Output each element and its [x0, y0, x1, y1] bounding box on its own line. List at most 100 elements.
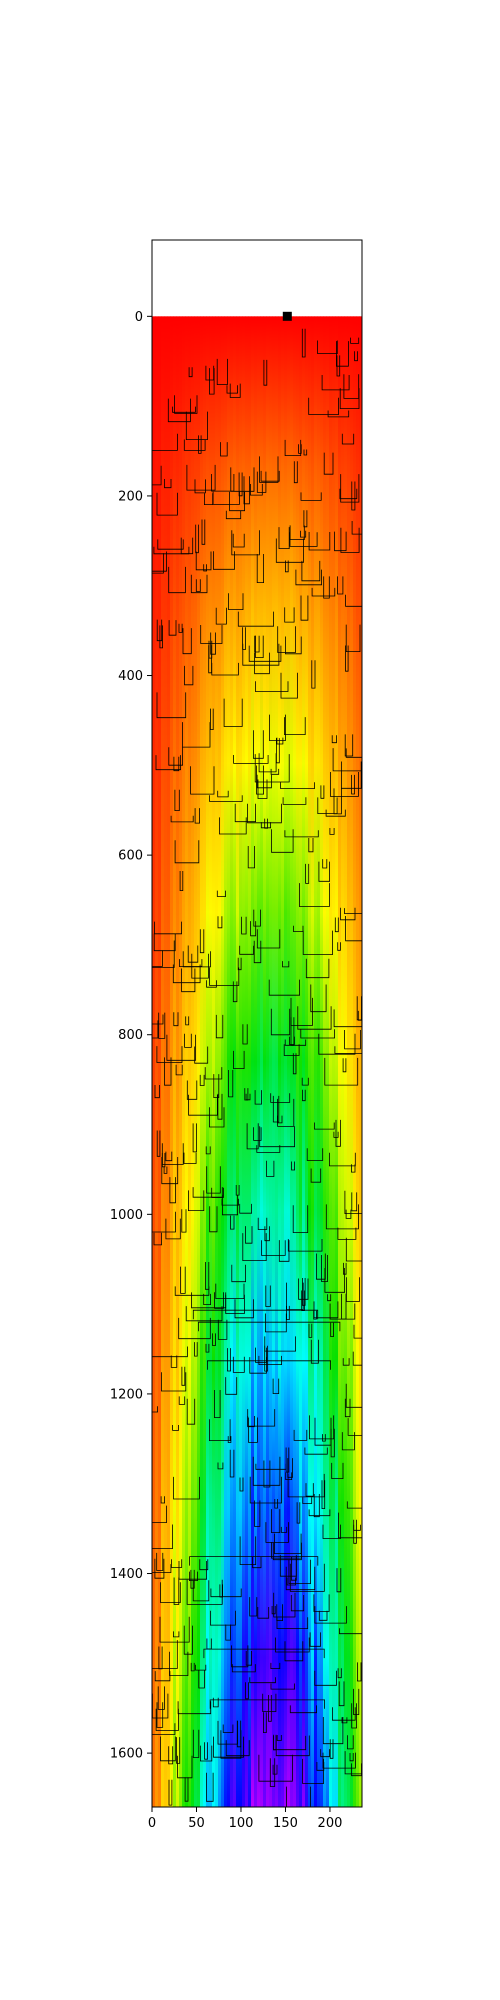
tree-bracket [329, 1739, 334, 1759]
tree-bracket [324, 1057, 359, 1086]
tree-bracket [265, 1522, 289, 1543]
marker-layer [282, 311, 292, 321]
tree-bracket [192, 1729, 200, 1758]
tree-bracket [174, 1286, 210, 1296]
heatmap-column [227, 316, 231, 1807]
tree-bracket [156, 1046, 183, 1063]
tree-bracket [185, 1016, 190, 1026]
tree-bracket [213, 1074, 220, 1098]
tree-bracket [230, 1215, 235, 1230]
tree-bracket [304, 1447, 328, 1455]
tree-bracket [158, 1646, 163, 1670]
tree-bracket [345, 645, 349, 672]
tree-bracket [181, 1366, 186, 1386]
tree-bracket [199, 929, 205, 954]
heatmap-column [272, 316, 276, 1807]
tree-bracket [174, 840, 200, 864]
tree-bracket [217, 790, 229, 798]
tree-bracket [194, 808, 200, 824]
tree-bracket [204, 1067, 223, 1080]
tree-bracket [345, 1383, 362, 1408]
heatmap-column [176, 316, 180, 1807]
tree-bracket [157, 539, 184, 550]
tree-bracket [323, 576, 330, 599]
tree-bracket [232, 533, 245, 548]
heatmap-column [320, 316, 324, 1807]
tree-bracket [172, 406, 196, 413]
tree-bracket [320, 785, 325, 799]
tree-bracket [253, 730, 264, 759]
tree-bracket [176, 1737, 181, 1764]
tree-bracket [314, 1606, 347, 1624]
tree-bracket [313, 1301, 339, 1319]
tree-bracket [285, 1447, 290, 1473]
tree-bracket [308, 1323, 313, 1338]
tree-bracket [264, 818, 268, 829]
x-tick-label: 50 [188, 1816, 205, 1831]
tree-bracket [229, 491, 245, 512]
tree-bracket [200, 1745, 213, 1762]
tree-bracket [249, 1357, 267, 1374]
tree-bracket [247, 1409, 276, 1427]
tree-bracket [172, 1425, 179, 1431]
tree-bracket [186, 1398, 196, 1425]
tree-bracket [337, 576, 344, 595]
tree-bracket [280, 672, 298, 699]
tree-bracket [263, 359, 268, 386]
tree-bracket [317, 797, 338, 814]
tree-bracket [276, 1735, 282, 1741]
tree-bracket [217, 916, 223, 929]
heatmap-column [239, 316, 243, 1807]
tree-bracket [190, 1662, 195, 1672]
tree-bracket [179, 959, 203, 967]
tree-bracket [225, 1377, 238, 1395]
tree-bracket [336, 355, 341, 377]
tree-bracket [205, 1146, 211, 1155]
tree-bracket [265, 1313, 287, 1333]
y-tick-label: 1200 [110, 1387, 143, 1402]
heatmap-column [338, 316, 342, 1807]
tree-bracket [336, 1568, 342, 1593]
tree-bracket [152, 433, 178, 451]
tree-bracket [231, 530, 260, 556]
heatmap-column [302, 316, 306, 1807]
tree-bracket [285, 1566, 316, 1591]
tree-bracket [340, 474, 360, 503]
tree-bracket [157, 1686, 165, 1710]
heatmap-column [218, 316, 222, 1807]
tree-connector [207, 1360, 331, 1370]
tree-bracket [256, 471, 267, 493]
tree-bracket [275, 1637, 310, 1653]
tree-bracket [229, 1449, 235, 1478]
tree-bracket [217, 1462, 224, 1470]
tree-bracket [219, 817, 247, 835]
y-tick-label: 600 [118, 849, 143, 864]
heatmap-column [314, 316, 318, 1807]
tree-bracket [311, 660, 316, 689]
tree-bracket [227, 1348, 231, 1372]
tree-bracket [350, 337, 360, 344]
tree-bracket [280, 1526, 288, 1533]
heatmap-column [251, 316, 255, 1807]
tree-bracket [353, 1324, 362, 1339]
axes-frame [151, 239, 363, 1808]
tree-bracket [159, 1616, 190, 1643]
heatmap-column [203, 316, 207, 1807]
tree-bracket [293, 925, 304, 932]
tree-bracket [170, 1355, 178, 1368]
tree-bracket [209, 1206, 218, 1233]
tree-bracket [209, 368, 215, 395]
tree-bracket [160, 1496, 165, 1504]
tree-bracket [168, 747, 183, 766]
tree-bracket [351, 1192, 358, 1212]
tree-bracket [265, 1285, 271, 1307]
tree-bracket [318, 861, 330, 882]
tree-bracket [324, 1268, 345, 1293]
tree-bracket [255, 1347, 267, 1363]
tree-bracket [192, 1580, 210, 1602]
tree-bracket [203, 564, 207, 572]
tree-bracket [164, 479, 172, 489]
tree-bracket [335, 1119, 341, 1147]
tree-bracket [321, 1480, 326, 1509]
tree-bracket [277, 1098, 295, 1127]
